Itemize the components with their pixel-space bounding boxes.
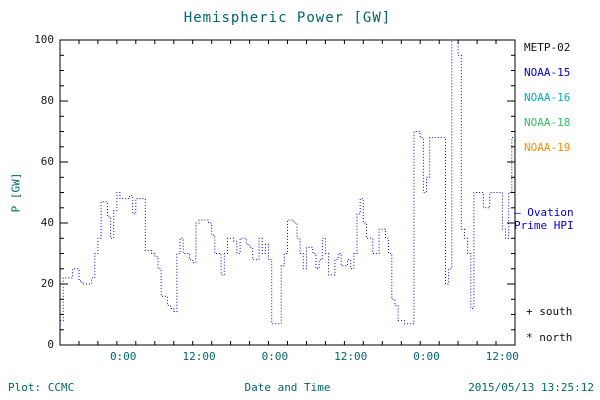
legend-south: + south: [526, 305, 596, 318]
legend-ovation-prime-hpi: – Ovation Prime HPI: [514, 206, 598, 232]
legend-south-label: south: [539, 305, 573, 318]
y-tick-label: 0: [47, 338, 54, 351]
y-tick-label: 60: [40, 155, 54, 168]
plot-timestamp: 2015/05/13 13:25:12: [468, 381, 594, 394]
x-tick-label: 0:00May12: [261, 350, 289, 363]
legend-hpi-line2: Prime HPI: [514, 219, 574, 232]
x-tick-label: 12:00May13: [485, 350, 519, 363]
legend-noaa-15: NOAA-15: [524, 66, 571, 79]
plot-credit: Plot: CCMC: [8, 381, 75, 394]
legend-noaa-19: NOAA-19: [524, 141, 571, 154]
y-tick-label: 80: [40, 94, 54, 107]
y-tick-label: 100: [34, 33, 54, 46]
legend-north: * north: [526, 331, 596, 344]
chart-title: Hemispheric Power [GW]: [183, 10, 392, 26]
line-style-dash-icon: –: [514, 206, 521, 219]
legend-noaa-18: NOAA-18: [524, 116, 571, 129]
plus-marker-icon: +: [526, 305, 533, 318]
y-tick-label: 20: [40, 277, 54, 290]
x-axis-label: Date and Time: [244, 381, 331, 394]
y-axis-label: P [GW]: [9, 172, 23, 213]
x-tick-label: 12:00May11: [182, 350, 216, 363]
x-tick-label: 12:00May12: [334, 350, 368, 363]
legend-noaa-16: NOAA-16: [524, 91, 571, 104]
x-tick-label: 0:00May11: [109, 350, 137, 363]
legend-hpi-line1: Ovation: [527, 206, 574, 219]
asterisk-marker-icon: *: [526, 331, 533, 344]
x-tick-label: 0:00May13: [413, 350, 440, 363]
legend-north-label: north: [539, 331, 573, 344]
legend-metp-02: METP-02: [524, 41, 571, 54]
y-tick-label: 40: [40, 216, 54, 229]
